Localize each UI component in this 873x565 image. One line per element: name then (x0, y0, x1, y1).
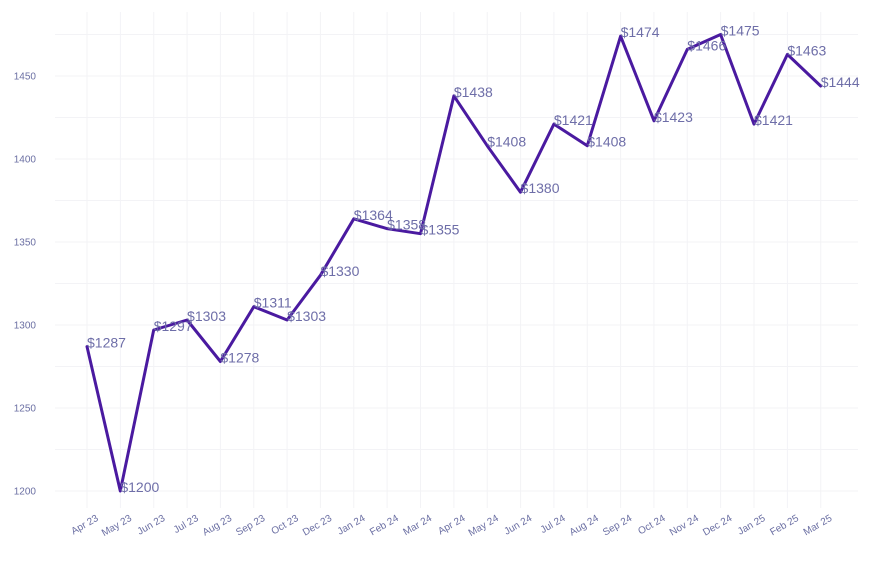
x-tick-label: Apr 24 (436, 513, 467, 537)
data-label: $1444 (821, 74, 860, 90)
x-tick-label: Jul 23 (172, 513, 201, 536)
grid (55, 12, 858, 508)
data-label: $1438 (454, 84, 493, 100)
data-label: $1358 (387, 217, 426, 233)
x-tick-label: Nov 24 (668, 513, 701, 539)
data-labels: $1287$1200$1297$1303$1278$1311$1303$1330… (87, 23, 860, 496)
x-tick-label: May 24 (467, 513, 501, 539)
data-label: $1297 (154, 318, 193, 334)
data-label: $1311 (254, 295, 292, 311)
data-label: $1278 (220, 350, 259, 366)
data-label: $1200 (120, 479, 159, 495)
x-tick-label: Jan 25 (736, 513, 768, 538)
x-tick-label: Mar 25 (802, 513, 835, 538)
data-label: $1463 (787, 42, 826, 58)
x-tick-label: Mar 24 (402, 513, 435, 538)
x-tick-label: Aug 23 (201, 513, 234, 539)
x-tick-label: Feb 25 (768, 513, 801, 538)
x-tick-label: Dec 23 (301, 513, 334, 539)
data-label: $1303 (287, 308, 326, 324)
data-label: $1303 (187, 308, 226, 324)
data-label: $1364 (354, 207, 393, 223)
data-label: $1330 (320, 263, 359, 279)
x-tick-label: Jan 24 (336, 513, 368, 538)
y-axis: 1200 1250 1300 1350 1400 1450 (14, 72, 37, 498)
data-label: $1421 (554, 112, 593, 128)
x-tick-label: Jul 24 (539, 513, 568, 536)
data-label: $1408 (587, 134, 626, 150)
y-tick-label: 1200 (14, 487, 37, 498)
data-label: $1421 (754, 112, 793, 128)
x-tick-label: Apr 23 (69, 513, 100, 537)
x-axis: Apr 23 May 23 Jun 23 Jul 23 Aug 23 Sep 23 Oct … (69, 513, 834, 539)
x-tick-label: May 23 (100, 513, 134, 539)
x-tick-label: Sep 24 (601, 513, 634, 539)
x-tick-label: Oct 23 (270, 513, 301, 537)
y-tick-label: 1400 (14, 155, 37, 166)
x-tick-label: Feb 24 (368, 513, 401, 538)
data-label: $1475 (721, 23, 760, 39)
x-tick-label: Dec 24 (701, 513, 734, 539)
data-label: $1466 (687, 37, 726, 53)
data-label: $1474 (621, 24, 660, 40)
y-tick-label: 1350 (14, 238, 37, 249)
data-label: $1408 (487, 134, 526, 150)
x-tick-label: Jun 23 (136, 513, 168, 538)
data-label: $1355 (421, 222, 460, 238)
y-tick-label: 1300 (14, 321, 37, 332)
y-tick-label: 1450 (14, 72, 37, 83)
data-label: $1287 (87, 335, 126, 351)
data-label: $1380 (521, 180, 560, 196)
x-tick-label: Jun 24 (503, 513, 535, 538)
y-tick-label: 1250 (14, 404, 37, 415)
x-tick-label: Aug 24 (568, 513, 601, 539)
x-tick-label: Oct 24 (636, 513, 667, 537)
x-tick-label: Sep 23 (234, 513, 267, 539)
series-line (85, 33, 823, 493)
data-label: $1423 (654, 109, 693, 125)
